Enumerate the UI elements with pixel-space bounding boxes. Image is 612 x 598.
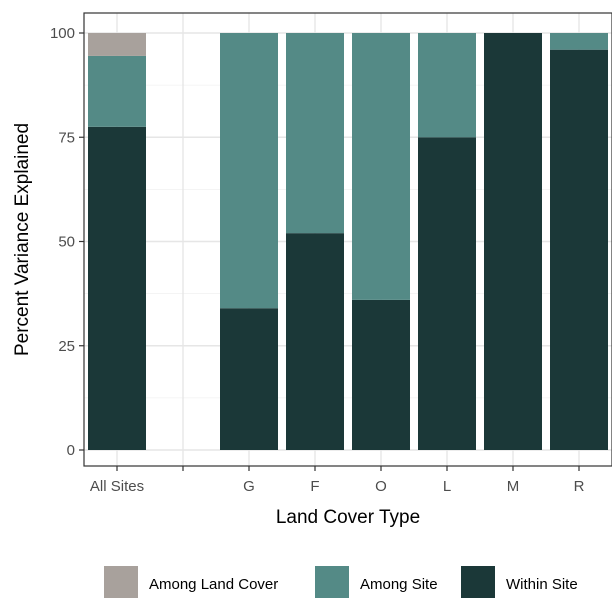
x-tick-label: F xyxy=(310,478,319,495)
x-tick-label: R xyxy=(574,478,585,495)
y-axis: 0 25 50 75 100 xyxy=(50,25,84,459)
y-tick-label: 25 xyxy=(58,338,75,355)
bar-segment xyxy=(352,33,410,300)
x-axis-title: Land Cover Type xyxy=(276,507,420,528)
legend-label: Among Site xyxy=(360,576,438,593)
bar-segment xyxy=(220,308,278,450)
y-axis-title: Percent Variance Explained xyxy=(12,123,33,356)
bar-segment xyxy=(88,126,146,450)
y-tick-label: 100 xyxy=(50,25,75,42)
x-tick-label: L xyxy=(443,478,451,495)
legend-swatch xyxy=(461,566,495,598)
bar-segment xyxy=(352,299,410,450)
legend-label: Within Site xyxy=(506,576,578,593)
bar-segment xyxy=(550,49,608,451)
bar-segment xyxy=(418,137,476,450)
x-tick-label: G xyxy=(243,478,255,495)
bar-segment xyxy=(550,33,608,50)
x-tick-label: All Sites xyxy=(90,478,144,495)
y-tick-label: 50 xyxy=(58,234,75,251)
bar-segment xyxy=(88,33,146,56)
bar-segment xyxy=(418,33,476,138)
bar-segment xyxy=(484,33,542,450)
y-tick-label: 0 xyxy=(67,442,75,459)
bar-segment xyxy=(286,233,344,450)
x-tick-label: O xyxy=(375,478,387,495)
bar-segment xyxy=(88,55,146,127)
x-tick-label: M xyxy=(507,478,520,495)
legend: Among Land Cover Among Site Within Site xyxy=(104,566,578,598)
bar-segment xyxy=(220,33,278,309)
panel-border xyxy=(83,12,612,467)
legend-swatch xyxy=(315,566,349,598)
legend-swatch xyxy=(104,566,138,598)
x-axis: All Sites G F O L M R xyxy=(90,466,585,495)
bar-segment xyxy=(286,33,344,234)
legend-label: Among Land Cover xyxy=(149,576,278,593)
y-tick-label: 75 xyxy=(58,129,75,146)
bars xyxy=(88,33,608,451)
